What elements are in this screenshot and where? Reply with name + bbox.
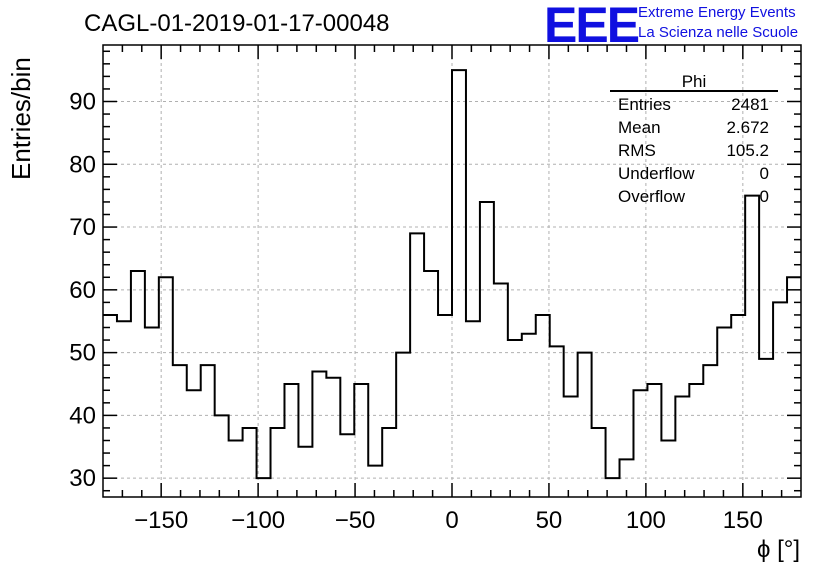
y-tick-label: 90 (69, 89, 96, 116)
axis-ticks (103, 45, 801, 497)
histogram-title: CAGL-01-2019-01-17-00048 (84, 10, 390, 37)
y-tick-label: 50 (69, 340, 96, 367)
stats-label-underflow: Underflow (618, 164, 695, 183)
stats-value-entries: 2481 (731, 95, 769, 114)
histogram-line (103, 69, 801, 480)
stats-label-overflow: Overflow (618, 187, 686, 206)
stats-label-rms: RMS (618, 141, 656, 160)
y-tick-label: 70 (69, 214, 96, 241)
x-tick-label: 100 (626, 507, 666, 534)
x-tick-label: −50 (335, 507, 376, 534)
stats-value-underflow: 0 (760, 164, 769, 183)
stats-value-mean: 2.672 (726, 118, 769, 137)
x-tick-label: 0 (445, 507, 458, 534)
stats-value-overflow: 0 (760, 187, 769, 206)
x-tick-label: −100 (231, 507, 285, 534)
x-tick-label: −150 (134, 507, 188, 534)
stats-label-mean: Mean (618, 118, 661, 137)
y-tick-label: 60 (69, 277, 96, 304)
x-axis-title: ϕ [°] (757, 536, 800, 563)
stats-name: Phi (682, 72, 707, 91)
y-tick-label: 40 (69, 402, 96, 429)
logo-line-2: La Scienza nelle Scuole (638, 24, 799, 41)
logo-line-1: Extreme Energy Events (638, 4, 796, 21)
x-tick-label: 50 (536, 507, 563, 534)
tick-labels: −150 −100 −50 0 50 100 150 30 40 50 60 70 80 90 (69, 89, 763, 535)
eee-logo: EEE (544, 0, 640, 53)
y-axis-title: Entries/bin (6, 57, 36, 180)
y-tick-label: 80 (69, 151, 96, 178)
y-tick-label: 30 (69, 465, 96, 492)
stats-value-rms: 105.2 (726, 141, 769, 160)
stats-box: Phi Entries 2481 Mean 2.672 RMS 105.2 Un… (610, 72, 778, 206)
stats-label-entries: Entries (618, 95, 671, 114)
x-tick-label: 150 (723, 507, 763, 534)
